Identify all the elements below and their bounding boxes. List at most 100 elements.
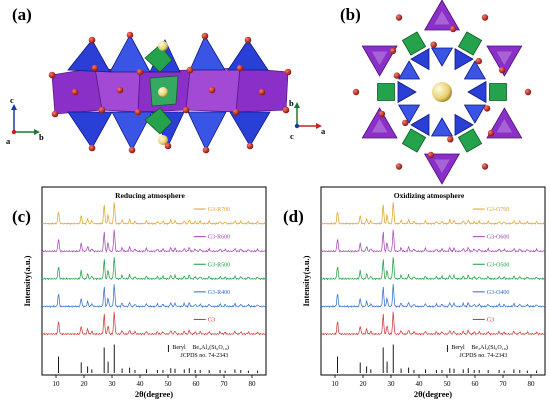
chart-title: Reducing atmosphere (115, 191, 185, 200)
series-label: G3 (208, 317, 215, 323)
reference-name: Beryl (172, 345, 186, 351)
oxygen-atom (378, 110, 386, 118)
series-trace (320, 202, 546, 226)
panel-label-b: (b) (340, 5, 361, 24)
x-tick-label: 40 (137, 380, 145, 388)
x-tick-label: 70 (500, 380, 508, 388)
oxygen-atom (524, 88, 532, 96)
be-tetrahedron (401, 128, 427, 153)
chart-title: Oxidizing atmosphere (394, 191, 465, 200)
axis-label-b2: b (289, 98, 294, 108)
axis-label-b: b (39, 132, 44, 142)
series-label: G3 (487, 317, 494, 323)
si-tetrahedron (398, 104, 421, 124)
series-label: G3-O500 (487, 262, 510, 268)
oxygen-atom (352, 88, 360, 96)
axis-label-a2: a (321, 126, 326, 136)
si-tetrahedron (410, 48, 430, 71)
oxygen-atom (475, 57, 482, 65)
panel-label-d: (d) (283, 207, 304, 226)
plot-frame (41, 186, 267, 376)
x-tick-label: 20 (360, 380, 368, 388)
axis-label-c2: c (290, 131, 294, 141)
x-axis-label: 2θ(degree) (414, 389, 452, 399)
al-octahedron (361, 107, 398, 139)
x-tick-label: 30 (109, 380, 117, 388)
oxygen-atom (395, 14, 403, 21)
oxygen-atom (389, 47, 397, 55)
axis-triad-a: c b a (6, 95, 44, 146)
al-octahedron (486, 107, 523, 139)
si-tetrahedron (430, 47, 454, 67)
series-trace (320, 284, 546, 308)
xrd-chart-reducing: Reducing atmosphere 2θ(degree) Intensity… (22, 186, 267, 399)
y-axis-label: Intensity(a.u.) (22, 255, 32, 306)
x-tick-label: 60 (472, 380, 480, 388)
series-label: G3-O400 (487, 290, 510, 296)
axis-label-a: a (6, 136, 11, 146)
x-tick-label: 50 (165, 380, 173, 388)
series-trace (320, 229, 546, 254)
oxygen-atom (447, 136, 454, 143)
reference-card: JCPDS no. 74-2343 (180, 353, 228, 359)
series-label: G3-R700 (208, 207, 230, 213)
si-tetrahedron (398, 60, 421, 80)
al-octahedron (361, 45, 398, 77)
y-axis-label: Intensity(a.u.) (301, 255, 311, 306)
si-tetrahedron (410, 113, 430, 136)
panel-label-c: (c) (12, 207, 31, 226)
oxygen-atom (481, 163, 489, 170)
xrd-chart-oxidizing: Oxidizing atmosphere 2θ(degree) Intensit… (301, 186, 546, 399)
si-tetrahedron (397, 80, 417, 104)
axis-label-c: c (10, 95, 14, 105)
si-tetrahedron (454, 48, 474, 71)
x-tick-label: 10 (53, 380, 61, 388)
series-label: G3-R500 (208, 262, 230, 268)
be-tetrahedron (377, 83, 395, 101)
oxygen-atom (395, 163, 403, 170)
oxygen-atom (483, 105, 491, 112)
oxygen-atom (481, 14, 489, 21)
oxygen-atom (487, 129, 495, 137)
series-label: G3-O700 (487, 207, 510, 213)
plot-frame (320, 186, 546, 376)
series-trace (320, 311, 546, 336)
structure-side-view (48, 31, 292, 154)
series-label: G3-O600 (487, 235, 510, 241)
series-label: G3-R600 (208, 235, 230, 241)
al-octahedron (424, 0, 460, 31)
x-tick-label: 40 (416, 380, 424, 388)
axis-triad-b: b a c (289, 98, 326, 141)
si-tetrahedron (467, 80, 487, 104)
x-tick-label: 30 (388, 380, 396, 388)
be-tetrahedron (457, 31, 483, 56)
reference-name: Beryl (451, 345, 465, 351)
oxygen-atom (430, 41, 437, 48)
si-tetrahedron (430, 117, 454, 137)
x-tick-label: 70 (221, 380, 229, 388)
series-trace (41, 257, 267, 281)
x-axis-label: 2θ(degree) (135, 389, 173, 399)
oxygen-atom (427, 151, 435, 159)
panel-label-a: (a) (12, 5, 32, 24)
si-tetrahedron (454, 113, 474, 136)
oxygen-atom (449, 25, 457, 33)
be-tetrahedron (401, 31, 427, 56)
structure-top-view (352, 0, 532, 185)
series-trace (41, 284, 267, 308)
x-tick-label: 50 (444, 380, 452, 388)
series-trace (41, 311, 267, 336)
si-tetrahedron (463, 104, 486, 124)
x-tick-label: 60 (193, 380, 201, 388)
oxygen-atom (402, 119, 409, 127)
al-octahedron (486, 45, 523, 77)
reference-formula: Be₃Al₂(Si₆O₁₈) (471, 344, 507, 351)
x-tick-label: 10 (332, 380, 340, 388)
reference-card: JCPDS no. 74-2343 (459, 353, 507, 359)
series-trace (41, 202, 267, 226)
channel-ion (432, 82, 452, 102)
x-tick-label: 80 (249, 380, 257, 388)
x-tick-label: 80 (528, 380, 536, 388)
reference-formula: Be₃Al₂(Si₆O₁₈) (192, 344, 228, 351)
